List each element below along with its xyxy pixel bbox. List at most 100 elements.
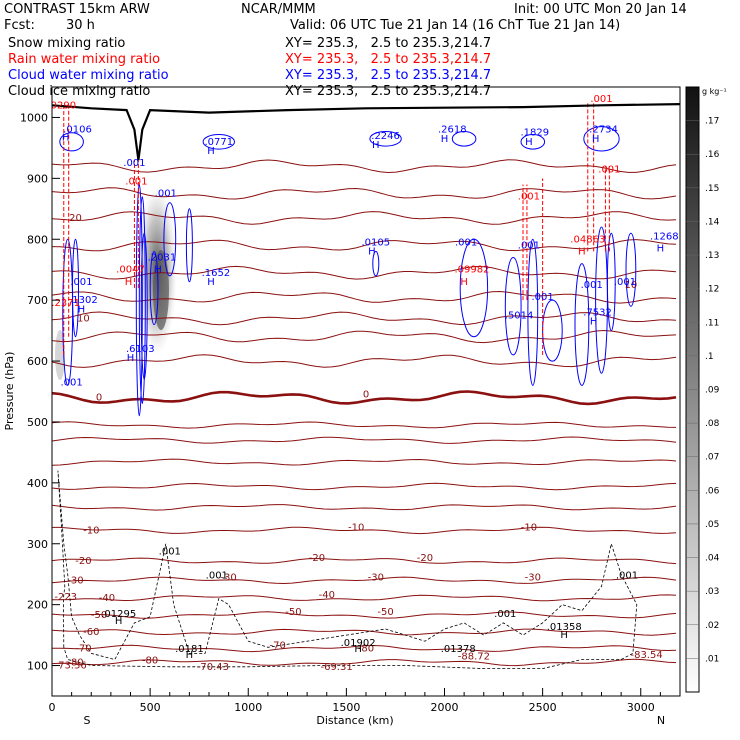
rain-label: .04863 <box>570 234 605 245</box>
temperature-contour <box>52 436 677 444</box>
forecast-label: Fcst: <box>4 18 35 33</box>
y-tick-label: 400 <box>27 477 48 490</box>
colorbar-tick-label: .02 <box>705 621 719 631</box>
cloud-ice-label: .01358 <box>547 622 582 633</box>
cloud-water-contour <box>520 134 546 150</box>
temperature-contour <box>52 265 677 280</box>
y-axis-label: Pressure (hPa) <box>3 352 16 431</box>
cloud-water-contour <box>459 238 489 338</box>
cloud-water-contour <box>138 196 146 405</box>
cloud-water-label: H <box>62 133 70 144</box>
rain-label: .09982 <box>455 265 490 276</box>
temperature-contour <box>52 557 677 565</box>
temperature-label: -20 <box>417 553 433 564</box>
x-tick-label: 1500 <box>332 701 360 714</box>
y-tick-label: 600 <box>27 355 48 368</box>
field-coords: XY= 235.3, 2.5 to 235.3,214.7 <box>285 84 492 99</box>
cloud-water-contour <box>135 183 143 417</box>
cloud-water-label: .6103 <box>126 344 155 355</box>
north-label: N <box>657 714 665 727</box>
forecast-hours: 30 h <box>66 18 95 33</box>
temperature-label: -83.54 <box>630 650 662 661</box>
cloud-water-label: H <box>368 247 376 258</box>
x-tick-label: 2000 <box>431 701 459 714</box>
colorbar-tick-label: .03 <box>705 587 719 597</box>
cloud-water-contour <box>451 131 477 147</box>
colorbar-tick-label: .11 <box>705 318 719 328</box>
cloud-water-contour <box>542 299 563 362</box>
cloud-water-label: .1652 <box>202 268 231 279</box>
rain-label: .001 <box>598 164 620 175</box>
cloud-water-label: .001 <box>531 292 553 303</box>
temperature-label: -50 <box>285 607 301 618</box>
colorbar-tick-label: .1 <box>705 352 714 362</box>
temperature-level-label: 10 <box>77 313 90 324</box>
x-tick-label: 2500 <box>529 701 557 714</box>
rain-label: .001 <box>125 176 147 187</box>
colorbar-tick-label: .01 <box>705 654 719 664</box>
temperature-label: 10 <box>625 280 638 291</box>
cloud-water-contour <box>72 238 79 338</box>
rain-label: H <box>578 247 586 258</box>
colorbar-tick-label: .04 <box>705 554 720 564</box>
cloud-water-label: H <box>78 304 86 315</box>
temperature-contour <box>52 611 677 619</box>
cloud-water-contour <box>185 208 193 283</box>
temperature-contour <box>52 290 677 304</box>
cloud-water-label: .2618 <box>438 125 467 136</box>
cloud-water-label: H <box>657 243 665 254</box>
terrain-line <box>52 103 680 161</box>
temperature-label: -30 <box>525 572 541 583</box>
cloud-water-label: .2246 <box>371 131 400 142</box>
cloud-water-label: H <box>154 265 162 276</box>
cloud-ice-contour <box>57 470 638 669</box>
field-coords: XY= 235.3, 2.5 to 235.3,214.7 <box>285 52 492 67</box>
temperature-contour <box>52 390 677 406</box>
cloud-water-label: H <box>207 146 215 157</box>
field-name: Cloud ice mixing ratio <box>8 84 151 99</box>
colorbar-unit: g kg⁻¹ <box>702 87 727 96</box>
org-label: NCAR/MMM <box>241 2 316 17</box>
rain-label: .001 <box>590 94 612 105</box>
x-tick-label: 500 <box>140 701 161 714</box>
temperature-label: -70 <box>270 641 286 652</box>
cloud-water-label: H <box>525 137 533 148</box>
cloud-water-label: .0106 <box>63 125 92 136</box>
temperature-label: -40 <box>319 590 335 601</box>
temperature-label: -70.43 <box>197 662 229 673</box>
y-tick-label: 900 <box>27 172 48 185</box>
temperature-contour <box>52 594 677 602</box>
cloud-water-label: .2734 <box>589 125 618 136</box>
temperature-level-label: -30 <box>67 575 83 586</box>
cloud-water-label: .1268 <box>650 231 679 242</box>
temperature-level-label: -70 <box>75 644 91 655</box>
model-title: CONTRAST 15km ARW <box>4 2 150 17</box>
cloud-ice-label: .001 <box>159 547 181 558</box>
temperature-contour <box>52 159 677 174</box>
field-name: Snow mixing ratio <box>8 36 126 51</box>
rain-label: .0047 <box>116 265 145 276</box>
temperature-contour <box>52 644 677 653</box>
temperature-contour <box>52 239 677 252</box>
x-axis-label: Distance (km) <box>316 714 393 727</box>
y-tick-label: 800 <box>27 233 48 246</box>
field-coords: XY= 235.3, 2.5 to 235.3,214.7 <box>285 68 492 83</box>
colorbar-tick-label: .12 <box>705 285 719 295</box>
colorbar-tick-label: .17 <box>705 117 719 127</box>
y-tick-label: 300 <box>27 538 48 551</box>
cloud-water-label: .5014 <box>505 310 534 321</box>
cloud-water-contour <box>574 263 590 386</box>
temperature-label: -80 <box>142 656 158 667</box>
cloud-ice-label: .0181 <box>175 644 204 655</box>
x-tick-label: 0 <box>49 701 56 714</box>
cloud-ice-label: .01295 <box>101 609 136 620</box>
cloud-water-contour <box>583 126 620 152</box>
cloud-water-label: H <box>127 353 135 364</box>
temperature-level-label: -20 <box>75 556 91 567</box>
cloud-water-contour <box>369 131 402 147</box>
cloud-water-contour <box>504 257 522 356</box>
temperature-label: -10 <box>521 522 537 533</box>
cloud-water-label: .1302 <box>69 295 98 306</box>
cloud-water-label: H <box>592 134 600 145</box>
temperature-contour <box>52 329 677 344</box>
